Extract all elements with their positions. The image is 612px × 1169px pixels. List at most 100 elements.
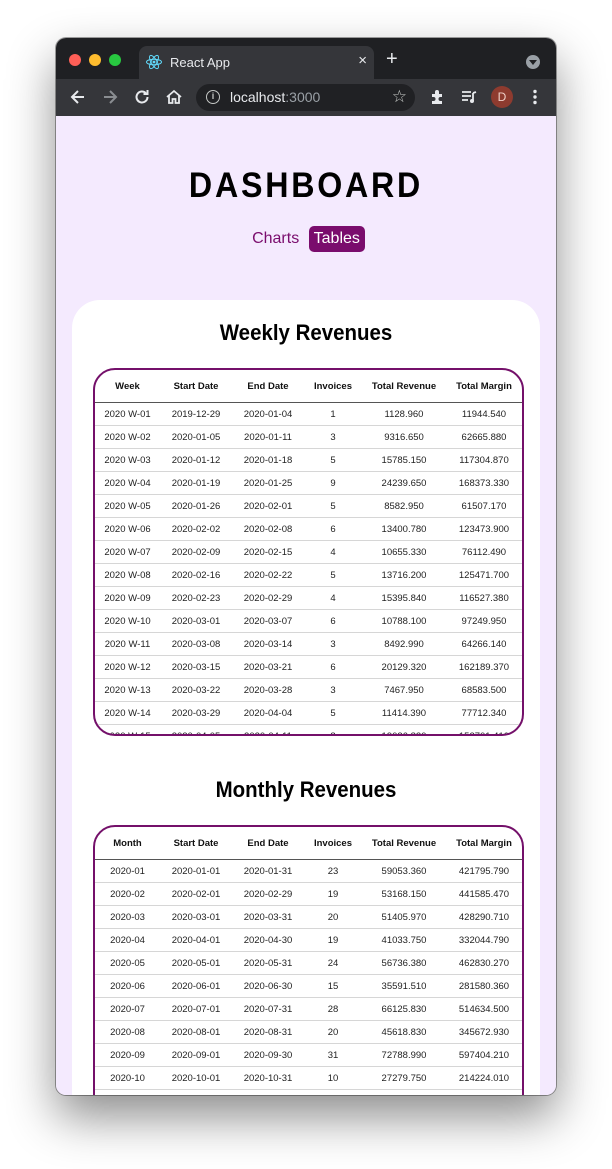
table-cell: 2020-07 [110, 1003, 145, 1015]
table-cell: 168373.330 [458, 477, 510, 489]
monthly-revenues-table[interactable]: Month Start Date End Date Invoices Total Rev… [93, 825, 524, 1095]
column-header: Invoices [313, 380, 353, 392]
table-cell: 19 [327, 888, 339, 900]
table-cell: 11944.540 [461, 408, 507, 420]
view-nav: Charts Tables [56, 226, 556, 252]
maximize-window-button[interactable] [109, 54, 121, 66]
table-cell: 5 [330, 454, 336, 466]
table-cell: 345672.930 [458, 1026, 510, 1038]
table-cell: 51405.970 [381, 911, 427, 923]
media-icon[interactable] [459, 87, 479, 107]
table-cell: 2020-06 [110, 980, 145, 992]
menu-icon[interactable] [525, 87, 545, 107]
table-cell: 20 [327, 911, 339, 923]
star-icon[interactable]: ☆ [391, 87, 407, 106]
table-row: 2020-09 2020-09-01 2020-09-30 31 72788.990 59… [95, 1044, 522, 1067]
close-window-button[interactable] [69, 54, 81, 66]
home-icon[interactable] [164, 87, 184, 107]
table-cell: 2020-03-22 [171, 684, 221, 696]
table-cell: 2020-03-07 [243, 615, 293, 627]
table-cell: 8492.990 [384, 638, 424, 650]
table-cell: 2020-02-01 [171, 888, 221, 900]
tab-search-icon[interactable] [526, 55, 540, 69]
nav-tables-link[interactable]: Tables [308, 226, 365, 252]
table-row: 2020 W-06 2020-02-02 2020-02-08 6 13400.780 1… [95, 518, 522, 541]
column-header: Total Revenue [371, 837, 437, 849]
column-header: Start Date [173, 380, 219, 392]
table-row: 2020 W-09 2020-02-23 2020-02-29 4 15395.840 1… [95, 587, 522, 610]
table-cell: 28 [327, 1003, 339, 1015]
table-cell: 13716.200 [381, 569, 427, 581]
table-cell: 10 [327, 1072, 339, 1084]
table-cell: 2020-03-14 [243, 638, 293, 650]
table-cell: 9316.650 [384, 431, 424, 443]
table-cell: 2020 W-05 [104, 500, 151, 512]
table-cell: 2020-01-11 [244, 431, 292, 443]
table-cell: 2020-03-01 [171, 911, 221, 923]
table-cell: 3 [330, 684, 336, 696]
table-cell: 2020-07-01 [171, 1003, 221, 1015]
forward-icon[interactable] [100, 87, 120, 107]
table-cell: 2020 W-15 [104, 730, 151, 736]
table-row: 2020-05 2020-05-01 2020-05-31 24 56736.380 46… [95, 952, 522, 975]
table-cell: 2020-04-11 [244, 730, 292, 736]
column-header: End Date [247, 380, 289, 392]
table-cell: 2020-04-30 [243, 934, 293, 946]
column-header: Invoices [313, 837, 353, 849]
nav-charts-link[interactable]: Charts [252, 230, 300, 247]
table-cell: 2020-01 [110, 865, 145, 877]
table-row: 2020 W-11 2020-03-08 2020-03-14 3 8492.990 64… [95, 633, 522, 656]
back-icon[interactable] [68, 87, 88, 107]
info-icon[interactable]: i [206, 90, 220, 104]
column-header: Total Margin [456, 380, 512, 392]
table-cell: 2020-08-01 [171, 1026, 221, 1038]
table-cell: 20 [327, 1026, 339, 1038]
table-row: 2020 W-03 2020-01-12 2020-01-18 5 15785.150 1… [95, 449, 522, 472]
table-cell: 2020-02-22 [243, 569, 293, 581]
table-cell: 117304.870 [459, 454, 509, 466]
table-cell: 3 [330, 638, 336, 650]
table-cell: 2020-03-28 [243, 684, 293, 696]
table-cell: 2020-03-08 [171, 638, 221, 650]
table-cell: 9 [330, 477, 336, 489]
table-cell: 162189.370 [458, 661, 510, 673]
table-cell: 10788.100 [381, 615, 427, 627]
table-cell: 68583.500 [461, 684, 507, 696]
tab-bar: React App × + [56, 38, 556, 79]
table-cell: 13400.780 [381, 523, 427, 535]
table-cell: 27279.750 [381, 1072, 427, 1084]
table-cell: 2020-02-29 [243, 888, 293, 900]
table-cell: 2020-01-19 [171, 477, 221, 489]
table-cell: 514634.500 [458, 1003, 510, 1015]
table-cell: 2020-05-31 [243, 957, 293, 969]
table-cell: 4 [330, 546, 336, 558]
table-cell: 2020 W-06 [104, 523, 151, 535]
table-cell: 2020-06-01 [171, 980, 221, 992]
table-cell: 19 [327, 934, 339, 946]
table-row: 2020-10 2020-10-01 2020-10-31 10 27279.750 21… [95, 1067, 522, 1090]
table-cell: 2020 W-03 [104, 454, 151, 466]
reload-icon[interactable] [132, 87, 152, 107]
table-cell: 2020-05 [110, 957, 145, 969]
table-header-row: Month Start Date End Date Invoices Total Rev… [95, 827, 522, 860]
table-row: 2020 W-01 2019-12-29 2020-01-04 1 1128.960 11… [95, 403, 522, 426]
table-cell: 2020 W-09 [104, 592, 151, 604]
table-cell: 2020-03-29 [171, 707, 221, 719]
table-cell: 64266.140 [461, 638, 507, 650]
minimize-window-button[interactable] [89, 54, 101, 66]
column-header: Total Revenue [371, 380, 437, 392]
table-cell: 10655.330 [381, 546, 427, 558]
profile-avatar[interactable]: D [491, 86, 513, 108]
table-cell: 428290.710 [458, 911, 510, 923]
address-bar[interactable]: i localhost:3000 ☆ [196, 84, 415, 111]
table-row: 2020 W-04 2020-01-19 2020-01-25 9 24239.650 1… [95, 472, 522, 495]
table-row: 2020-04 2020-04-01 2020-04-30 19 41033.750 33… [95, 929, 522, 952]
tab-close-icon[interactable]: × [358, 52, 367, 69]
extensions-icon[interactable] [428, 87, 448, 107]
table-cell: 2020 W-08 [104, 569, 151, 581]
new-tab-button[interactable]: + [386, 48, 398, 70]
table-cell: 2020-05-01 [171, 957, 221, 969]
table-cell: 2020-03-01 [171, 615, 221, 627]
browser-tab[interactable]: React App × [139, 46, 374, 79]
weekly-revenues-table[interactable]: Week Start Date End Date Invoices Total Reve… [93, 368, 524, 736]
